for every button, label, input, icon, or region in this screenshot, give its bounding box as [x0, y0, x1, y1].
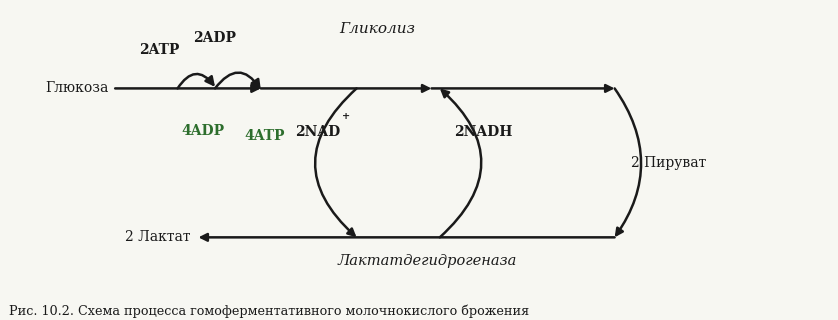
Text: Гликолиз: Гликолиз [339, 22, 416, 36]
Text: 2NAD: 2NAD [295, 124, 340, 139]
Text: 4ADP: 4ADP [181, 124, 224, 138]
Text: +: + [342, 112, 349, 121]
Text: 4ATP: 4ATP [245, 129, 285, 143]
Text: 2ATP: 2ATP [139, 43, 179, 57]
Text: 2 Пируват: 2 Пируват [631, 156, 706, 170]
Text: 2NADH: 2NADH [454, 124, 512, 139]
Text: Глюкоза: Глюкоза [45, 81, 108, 95]
Text: Лактатдегидрогеназа: Лактатдегидрогеназа [338, 254, 517, 268]
Text: Рис. 10.2. Схема процесса гомоферментативного молочнокислого брожения: Рис. 10.2. Схема процесса гомоферментати… [9, 304, 530, 318]
Text: 2 Лактат: 2 Лактат [125, 230, 190, 244]
Text: 2ADP: 2ADP [194, 31, 236, 45]
